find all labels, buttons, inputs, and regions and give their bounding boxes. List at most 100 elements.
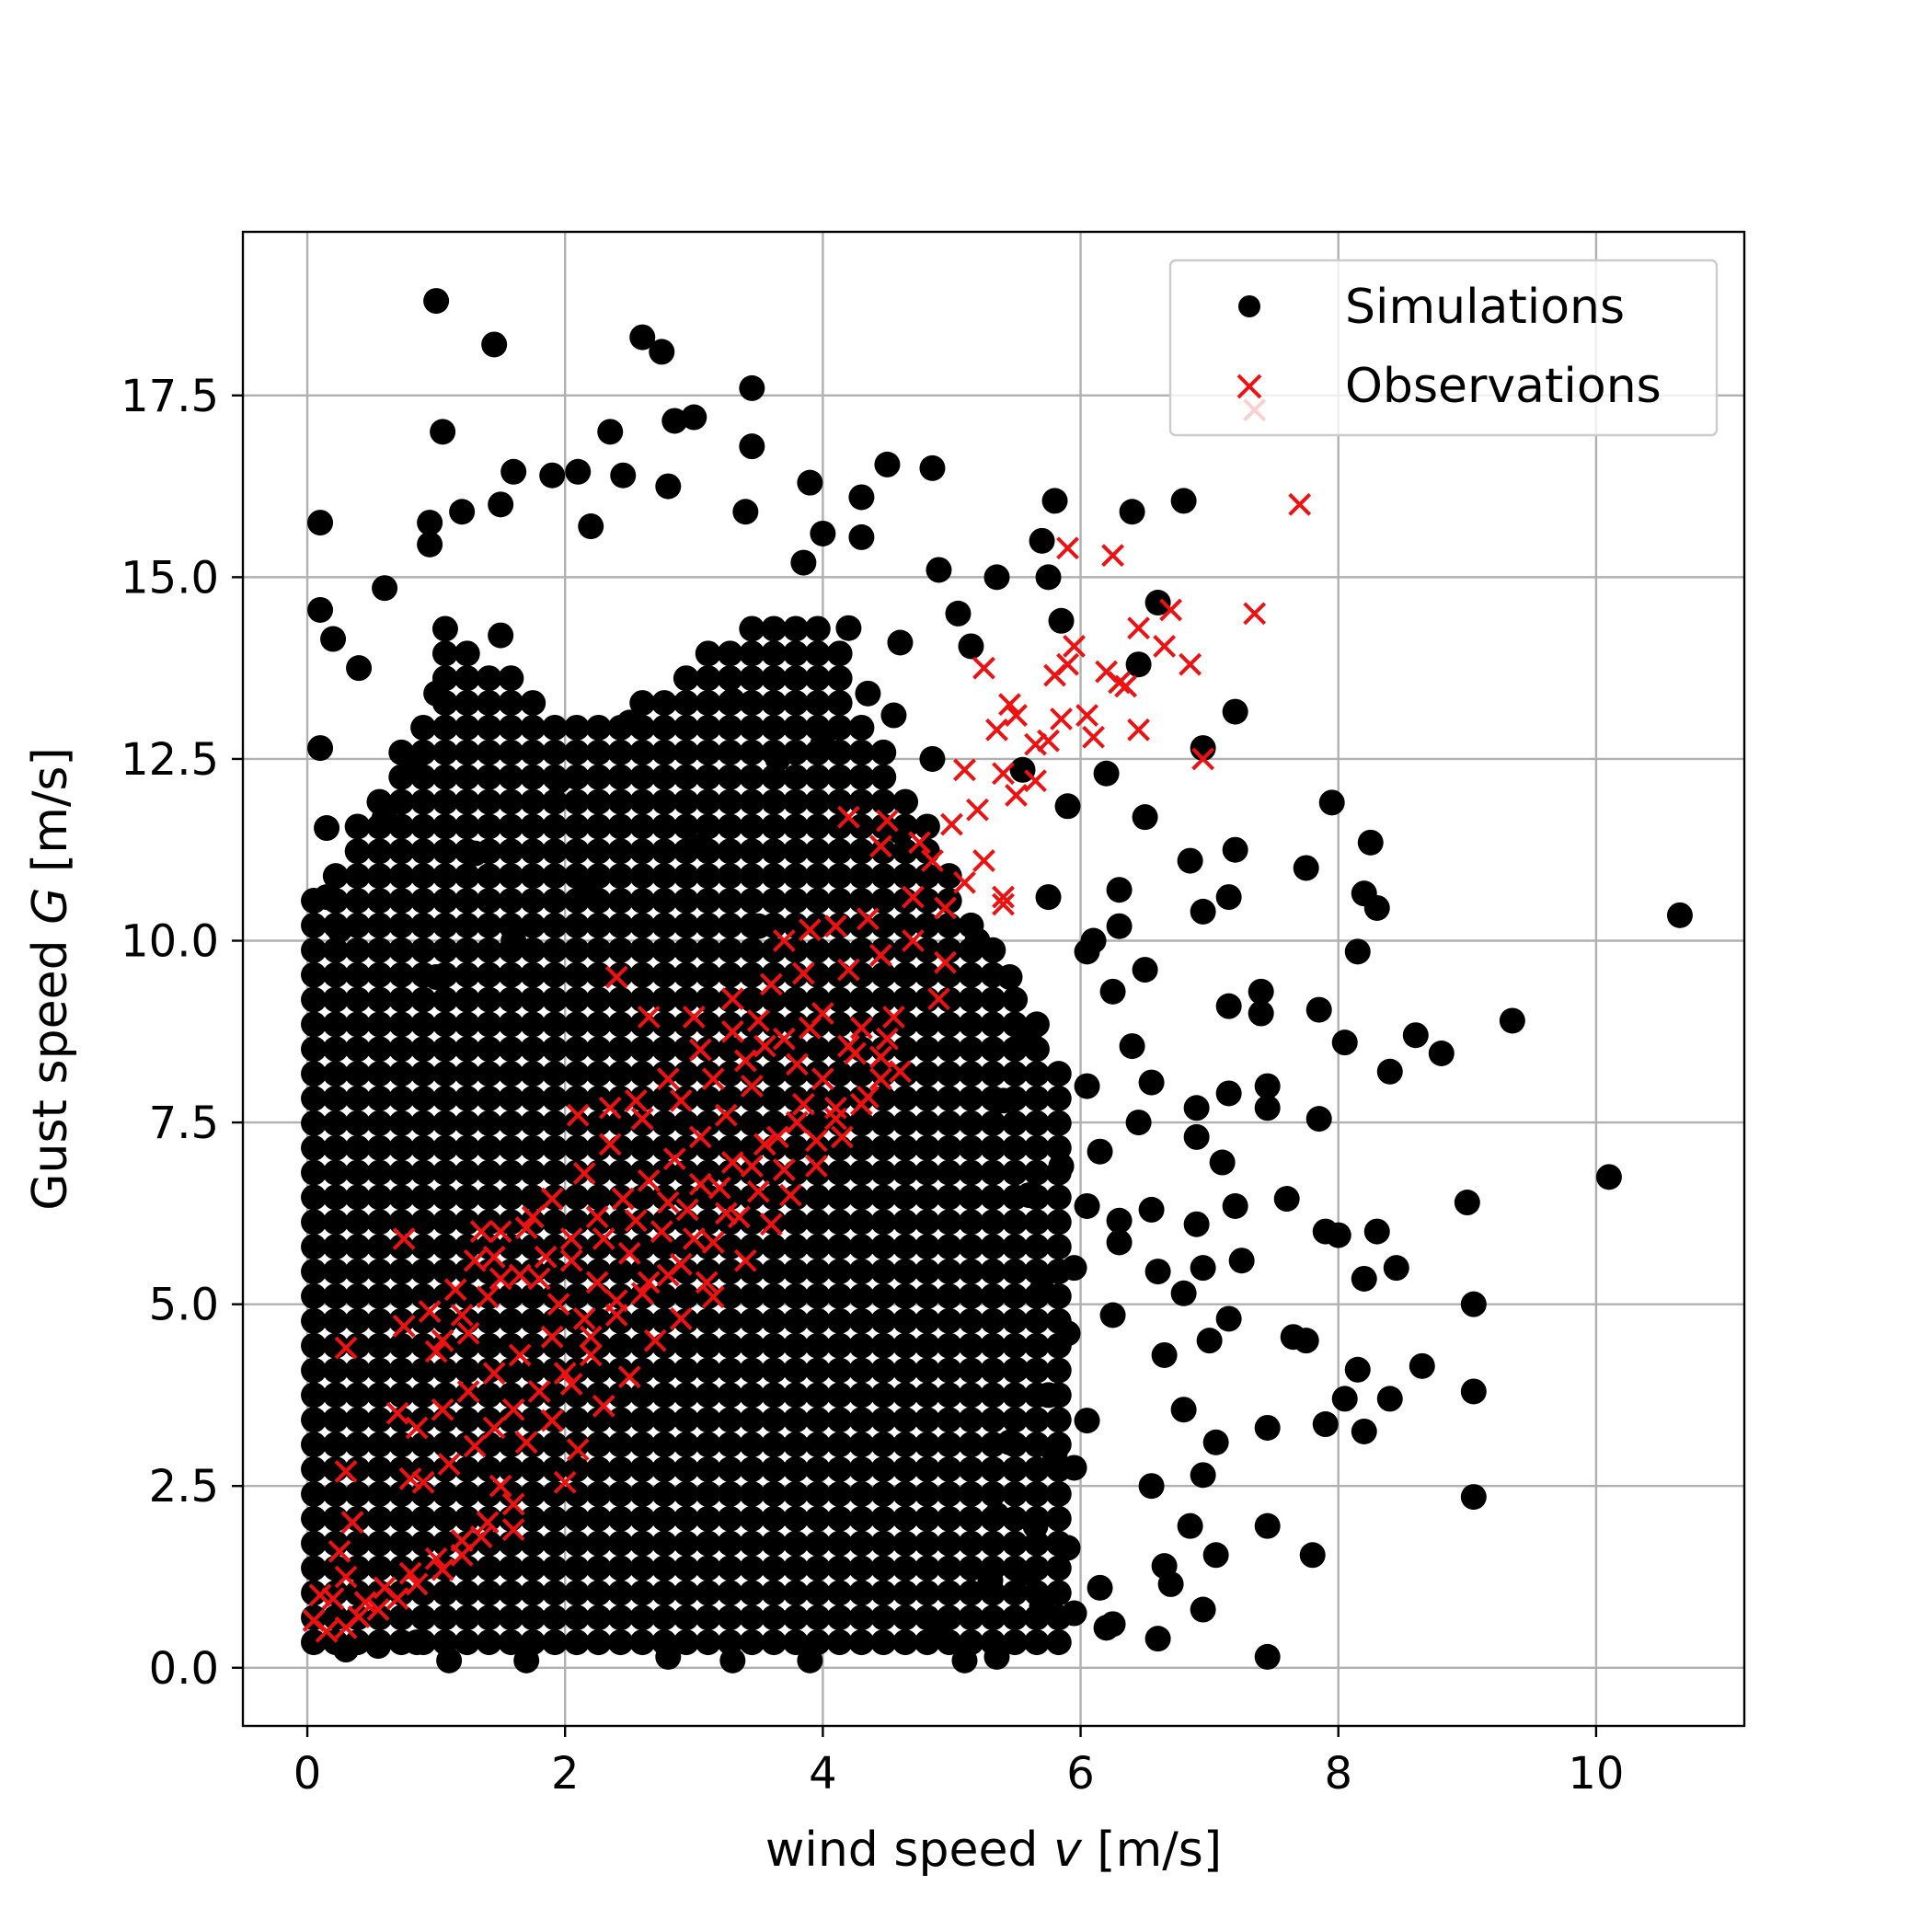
simulation-point: [980, 961, 1006, 988]
simulation-point: [1002, 1110, 1029, 1136]
simulation-point: [870, 1505, 897, 1532]
simulation-point: [958, 1382, 984, 1409]
observation-point: [1153, 635, 1177, 658]
simulation-point: [1002, 1629, 1029, 1656]
simulation-point: [761, 888, 788, 914]
simulation-point: [366, 1085, 393, 1111]
observation-point: [527, 1380, 551, 1403]
simulation-point: [782, 1332, 809, 1359]
simulation-point: [520, 1134, 546, 1161]
simulation-point: [1023, 1357, 1050, 1384]
simulation-point: [739, 813, 765, 840]
simulation-point: [1099, 1302, 1126, 1328]
simulation-point: [717, 764, 743, 790]
simulation-point: [410, 1159, 437, 1186]
simulation-point: [958, 912, 984, 938]
simulation-point: [431, 1480, 458, 1507]
observation-point: [637, 1271, 661, 1294]
simulation-point: [431, 1307, 458, 1334]
simulation-point: [629, 1332, 656, 1359]
simulation-point: [804, 739, 831, 765]
observation-point: [353, 1591, 377, 1615]
simulation-point: [1074, 1192, 1100, 1219]
simulation-point: [410, 788, 437, 815]
simulation-point: [454, 1134, 480, 1161]
y-tick-label: 15.0: [121, 552, 219, 604]
simulation-point: [761, 1259, 788, 1285]
simulation-point: [520, 1629, 546, 1656]
simulation-point: [739, 433, 765, 460]
simulation-point: [761, 1456, 788, 1483]
simulation-point: [388, 888, 415, 914]
simulation-point: [651, 1580, 678, 1606]
simulation-point: [607, 838, 634, 865]
simulation-point: [651, 1382, 678, 1409]
simulation-point: [563, 863, 590, 890]
simulation-point: [431, 1159, 458, 1186]
observation-point: [546, 1293, 570, 1317]
simulation-point: [790, 549, 817, 576]
simulation-point: [695, 1432, 721, 1458]
simulation-point: [870, 1332, 897, 1359]
simulation-point: [301, 1011, 328, 1038]
observation-point: [908, 831, 931, 855]
simulation-point: [958, 1011, 984, 1038]
simulation-point: [410, 1604, 437, 1631]
simulation-point: [476, 813, 502, 840]
simulation-point: [542, 739, 569, 765]
observation-point: [463, 1434, 487, 1458]
simulation-point: [322, 1011, 349, 1038]
simulation-point: [476, 1407, 502, 1433]
simulation-point: [980, 1234, 1006, 1260]
simulation-point: [804, 1085, 831, 1111]
y-tick-label: 7.5: [149, 1098, 219, 1149]
simulation-point: [1209, 1149, 1236, 1176]
simulation-point: [739, 912, 765, 938]
y-tick-label: 12.5: [121, 734, 219, 786]
simulation-point: [870, 1530, 897, 1557]
simulation-point: [874, 451, 901, 477]
observation-point: [688, 1125, 712, 1149]
simulation-point: [498, 912, 524, 938]
simulation-point: [542, 1110, 569, 1136]
simulation-point: [563, 1530, 590, 1557]
simulation-point: [585, 1604, 612, 1631]
simulation-point: [629, 888, 656, 914]
simulation-point: [1132, 804, 1158, 831]
simulation-point: [1045, 1110, 1072, 1136]
observation-point: [727, 1205, 751, 1229]
simulation-point: [431, 1110, 458, 1136]
simulation-point: [366, 1530, 393, 1557]
simulation-point: [481, 331, 508, 358]
simulation-point: [520, 1307, 546, 1334]
simulation-point: [607, 1259, 634, 1285]
observation-point: [772, 929, 796, 952]
simulation-point: [651, 863, 678, 890]
simulation-point: [870, 961, 897, 988]
simulation-point: [914, 1159, 940, 1186]
simulation-point: [717, 1580, 743, 1606]
simulation-point: [914, 1307, 940, 1334]
simulation-point: [673, 1580, 699, 1606]
simulation-point: [410, 764, 437, 790]
observation-point: [405, 1416, 429, 1440]
simulation-point: [717, 1307, 743, 1334]
observation-point: [785, 1052, 809, 1076]
simulation-point: [498, 1184, 524, 1211]
simulation-point: [651, 1407, 678, 1433]
simulation-point: [826, 640, 853, 667]
simulation-point: [980, 1209, 1006, 1236]
simulation-point: [980, 1530, 1006, 1557]
simulation-point: [761, 1629, 788, 1656]
observation-point: [940, 812, 963, 836]
simulation-point: [629, 1407, 656, 1433]
observation-point: [604, 965, 628, 989]
simulation-point: [848, 1159, 875, 1186]
simulation-point: [958, 1282, 984, 1309]
simulation-point: [629, 986, 656, 1013]
simulation-point: [476, 1382, 502, 1409]
simulation-point: [366, 1555, 393, 1581]
simulation-point: [629, 1036, 656, 1063]
simulation-point: [307, 596, 334, 623]
simulation-point: [322, 1480, 349, 1507]
